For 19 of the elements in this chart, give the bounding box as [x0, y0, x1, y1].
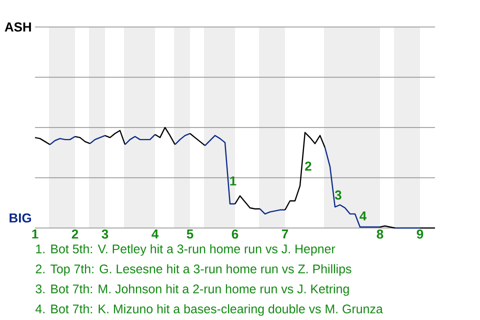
x-tick-label: 3	[102, 230, 108, 239]
x-tick-label: 7	[282, 230, 288, 238]
x-tick-label: 1	[32, 230, 38, 238]
x-tick-label: 5	[186, 230, 194, 239]
x-tick-label: 9	[416, 230, 424, 239]
text: BIG	[10, 213, 31, 223]
annotation: 1	[230, 176, 236, 186]
x-tick-label: 6	[232, 230, 238, 239]
x-tick-label: 2	[72, 230, 78, 239]
x-tick-label: 8	[376, 230, 384, 239]
text: 3. Bot 7th: M. Johnson hit a 2-run home run vs J. Ketring	[36, 284, 349, 296]
annotation: 4	[360, 211, 367, 220]
text: 1. Bot 5th: V. Petley hit a 3-run home run vs J. Hepner	[36, 244, 336, 256]
annotation: 2	[305, 162, 312, 171]
annotation: 3	[334, 190, 342, 200]
text: 2. Top 7th: G. Lesesne hit a 3-run home run vs Z. Phillips	[36, 264, 352, 276]
text: ASH	[4, 22, 31, 32]
x-tick-label: 4	[152, 230, 159, 238]
text: 4. Bot 7th: K. Mizuno hit a bases-clearing double vs M. Grunza	[35, 304, 383, 316]
